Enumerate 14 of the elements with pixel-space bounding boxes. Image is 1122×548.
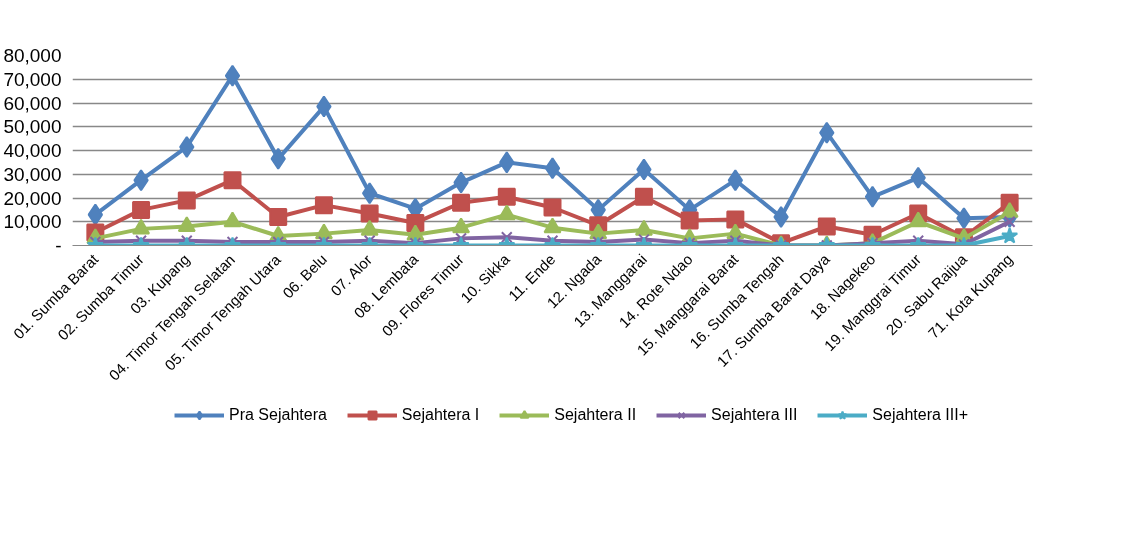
y-tick-label: 80,000 [3,45,62,66]
y-tick-label: 10,000 [3,211,62,233]
y-tick-label: 60,000 [3,92,62,114]
legend-label: Sejahtera I [401,405,480,424]
legend-label: Pra Sejahtera [229,405,327,424]
y-tick-label: 70,000 [3,68,62,90]
y-tick-label: - [55,235,62,256]
y-tick-label: 20,000 [3,187,62,209]
legend-label: Sejahtera III+ [872,405,968,424]
y-tick-label: 40,000 [3,140,62,161]
legend-label: Sejahtera III [711,405,798,424]
y-tick-label: 30,000 [3,163,62,185]
legend-label: Sejahtera II [554,405,637,424]
y-tick-label: 50,000 [3,116,62,138]
